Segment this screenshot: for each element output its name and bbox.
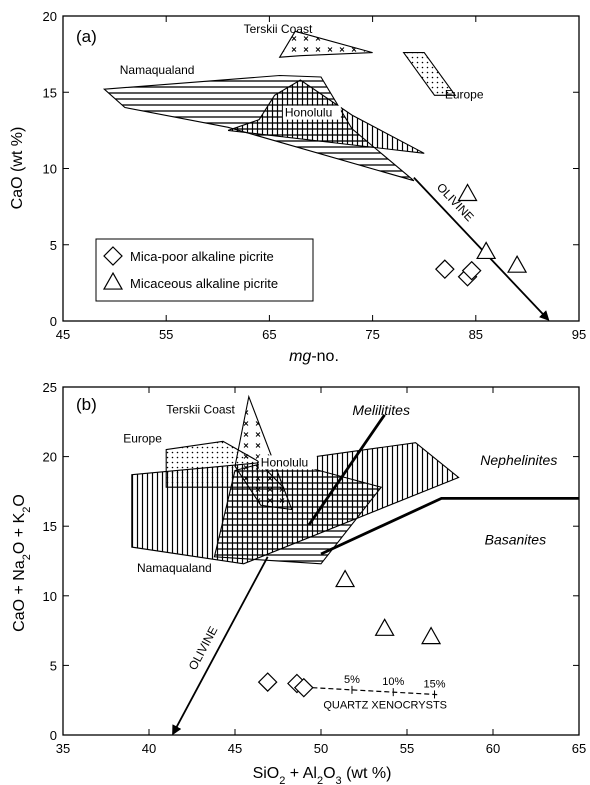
panel-a-vectors: OLIVINE: [413, 177, 550, 321]
panel-a-y-tick-label: 15: [43, 85, 57, 100]
panel-b-y-tick-label: 0: [50, 728, 57, 743]
panel-b-x-axis-label: SiO2 + Al2O3 (wt %): [253, 765, 392, 785]
panel-b-chart: Terskii Coast Europe Namaqualand Honolulu M…: [11, 380, 586, 785]
panel-a-y-axis-label: CaO (wt %): [9, 127, 26, 210]
panel-b-diamond-point: [293, 677, 314, 698]
panel-b-y-tick-label: 10: [43, 589, 57, 604]
panel-b-diamond-point: [257, 672, 278, 692]
panel-a-honolulu-label-bg: [282, 105, 341, 120]
panel-b-y-tick-label: 5: [50, 658, 57, 673]
panel-b-boundary-line-1: [307, 414, 386, 526]
panel-b-region-label-basanites: Basanites: [485, 531, 546, 547]
panel-b-y-tick-label: 20: [43, 450, 57, 465]
panel-a-field-label-europe: Europe: [445, 87, 484, 101]
panel-a-x-tick-label: 85: [469, 327, 483, 342]
panel-a-y-tick-label: 20: [43, 9, 57, 24]
panel-b-y-axis-label-text: CaO + Na2O + K2O: [11, 494, 33, 632]
panel-a-x-tick-label: 55: [159, 327, 173, 342]
panel-a-olivine-arrow: [413, 177, 550, 321]
panel-b-triangle-point: [335, 569, 356, 588]
panel-b-ticks: 35 40 45 50 55 60 65 0 5 10 15 20 25: [43, 380, 587, 756]
panel-a-field-label-honolulu: Honolulu: [285, 106, 332, 120]
panel-b-x-tick-label: 50: [314, 741, 328, 756]
panel-a-x-tick-label: 65: [262, 327, 276, 342]
panel-b-y-axis-label: CaO + Na2O + K2O: [11, 494, 33, 632]
panel-a-legend-marker-triangle: [102, 271, 124, 290]
panel-b-field-label-namaqualand: Namaqualand: [137, 561, 212, 575]
panel-b-points: [257, 569, 442, 698]
panel-a-y-tick-label: 10: [43, 162, 57, 177]
panel-b-boundary-line-2: [320, 496, 579, 556]
panel-b-triangle-point: [421, 626, 442, 645]
panel-a-chart: Terskii Coast Europe Namaqualand Honolulu 4…: [9, 9, 586, 365]
panel-b-xenocryst-pct-label: 10%: [382, 676, 404, 688]
panel-a-legend-box: [95, 238, 314, 302]
panel-b-y-tick-label: 25: [43, 380, 57, 395]
panel-b-field-label-honolulu: Honolulu: [261, 455, 308, 469]
panel-b-x-tick-label: 35: [56, 741, 70, 756]
panel-a-x-axis-label-rest: -no.: [311, 348, 339, 365]
panel-a-legend-label-diamond: Mica-poor alkaline picrite: [130, 249, 274, 264]
panel-b-xenocryst-pct-label: 15%: [424, 678, 446, 690]
panel-b-region-label-nephelinites: Nephelinites: [480, 452, 557, 468]
panel-b-xenocryst-label: QUARTZ XENOCRYSTS: [323, 700, 447, 712]
panel-a-fields: Terskii Coast Europe Namaqualand Honolulu: [102, 22, 484, 182]
panel-a-x-tick-label: 75: [365, 327, 379, 342]
panel-b-fields: Terskii Coast Europe Namaqualand Honolulu: [123, 394, 460, 575]
panel-b-xenocryst-trend-line: [312, 687, 438, 696]
panel-a-triangle-point: [457, 183, 478, 202]
panel-a-olivine-label: OLIVINE: [434, 180, 477, 224]
panel-b-triangle-point: [374, 618, 395, 636]
panel-a-y-tick-label: 5: [50, 238, 57, 253]
panel-a-legend: Mica-poor alkaline picrite Micaceous alka…: [95, 238, 314, 302]
panel-a-points: [434, 183, 528, 287]
panel-b-plot-frame: [62, 386, 580, 736]
panel-b-x-tick-label: 60: [486, 741, 500, 756]
panel-a-diamond-point: [434, 259, 455, 279]
panel-b-honolulu-label-bg: [258, 455, 317, 470]
panel-b-label: (b): [76, 395, 97, 414]
panel-b-xenocryst-pct-label: 5%: [344, 674, 360, 686]
panel-a-x-axis-label: mg-no.: [289, 348, 339, 365]
panel-a-field-terskii-coast: [278, 30, 373, 58]
panel-a-legend-label-triangle: Micaceous alkaline picrite: [130, 276, 278, 291]
panel-a-field-label-terskii-coast: Terskii Coast: [244, 22, 313, 36]
panel-a-y-tick-label: 0: [50, 314, 57, 329]
panel-a-label: (a): [76, 27, 97, 46]
panel-a-x-axis-label-italic: mg: [289, 348, 311, 365]
panel-a-triangle-point: [476, 241, 497, 260]
panel-b-olivine-arrow: [172, 556, 269, 736]
panel-b-boundaries: Melilitites Nephelinites Basanites: [307, 402, 579, 556]
panel-b-x-tick-label: 45: [228, 741, 242, 756]
panel-b-field-label-terskii-coast: Terskii Coast: [166, 402, 235, 416]
panel-a-legend-marker-diamond: [103, 246, 123, 266]
panel-a-ticks: 45 55 65 75 85 95 0 5 10 15 20: [43, 9, 587, 342]
panel-a-x-tick-label: 45: [56, 327, 70, 342]
panel-b-olivine-label: OLIVINE: [186, 624, 221, 672]
panel-a-field-europe: [402, 52, 457, 96]
panel-b-vectors: OLIVINE: [172, 556, 269, 736]
panel-b-field-label-europe: Europe: [123, 432, 162, 446]
panel-a-x-tick-label: 95: [572, 327, 586, 342]
panel-b-xenocrysts: 5% 10% 15% QUARTZ XENOCRYSTS: [312, 674, 447, 712]
panel-b-y-tick-label: 15: [43, 519, 57, 534]
panel-b-x-tick-label: 55: [400, 741, 414, 756]
panel-b-x-tick-label: 65: [572, 741, 586, 756]
panel-a-triangle-point: [507, 254, 528, 273]
panel-b-x-tick-label: 40: [142, 741, 156, 756]
panel-b-region-label-melilitites: Melilitites: [352, 402, 410, 418]
panel-a-field-label-namaqualand: Namaqualand: [120, 63, 195, 77]
panel-a-diamond-point: [461, 260, 482, 281]
panel-a-plot-frame: [62, 15, 580, 322]
